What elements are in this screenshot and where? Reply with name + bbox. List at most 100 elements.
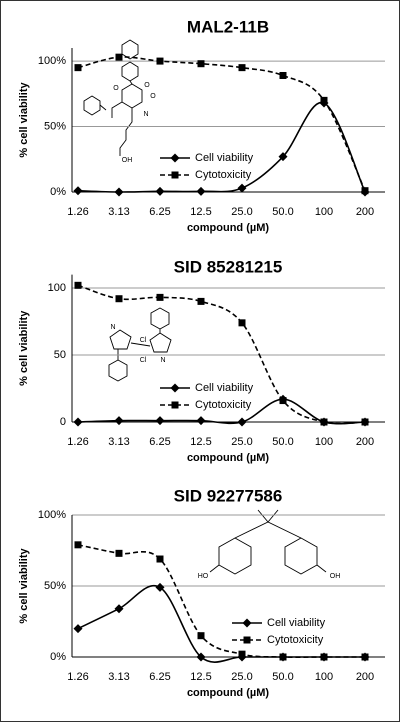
data-point	[114, 187, 124, 197]
data-point	[74, 281, 82, 289]
x-tick-label: 12.5	[190, 436, 211, 448]
x-tick-label: 25.0	[231, 671, 252, 683]
x-tick-label: 50.0	[272, 671, 293, 683]
y-tick-label: 100%	[38, 55, 66, 67]
data-point	[238, 650, 246, 658]
structure-label: OH	[122, 157, 133, 164]
structure-2	[108, 307, 172, 382]
data-point	[197, 297, 205, 305]
data-point	[155, 582, 165, 592]
structure-label: O	[144, 82, 150, 89]
y-tick-label: 0%	[50, 186, 66, 198]
structure-1	[83, 39, 143, 156]
x-tick-label: 1.26	[67, 671, 88, 683]
data-point	[279, 653, 287, 661]
data-point	[196, 416, 206, 426]
data-point	[156, 555, 164, 563]
x-axis-title: compound (µM)	[187, 687, 269, 699]
chart-title: MAL2-11B	[187, 17, 269, 36]
data-point	[196, 652, 206, 662]
data-point	[155, 186, 165, 196]
legend-label: Cell viability	[195, 152, 254, 164]
x-tick-label: 12.5	[190, 671, 211, 683]
y-tick-label: 50%	[44, 120, 66, 132]
data-point	[115, 549, 123, 557]
data-point	[237, 417, 247, 427]
y-axis-title: % cell viability	[18, 82, 30, 158]
series-line	[77, 284, 366, 425]
data-point	[361, 418, 369, 426]
x-tick-label: 3.13	[108, 671, 129, 683]
data-point	[197, 632, 205, 640]
data-point	[155, 416, 165, 426]
structure-label: O	[113, 85, 119, 92]
data-point	[278, 152, 288, 162]
data-point	[156, 57, 164, 65]
x-tick-label: 50.0	[272, 436, 293, 448]
data-point	[74, 64, 82, 72]
x-tick-label: 100	[315, 436, 333, 448]
y-axis-title: % cell viability	[18, 548, 30, 624]
data-point	[238, 319, 246, 327]
legend-marker	[171, 171, 179, 179]
y-tick-label: 0	[60, 416, 66, 428]
structure-label: Cl	[140, 357, 147, 364]
data-point	[114, 416, 124, 426]
legend-label: Cell viability	[267, 617, 326, 629]
x-tick-label: 12.5	[190, 206, 211, 218]
data-point	[114, 604, 124, 614]
data-point	[361, 187, 369, 195]
structure-label: HO	[198, 573, 209, 580]
data-point	[279, 71, 287, 79]
structure-3	[209, 509, 327, 575]
x-tick-label: 6.25	[149, 671, 170, 683]
legend-label: Cytotoxicity	[267, 634, 324, 646]
y-tick-label: 50%	[44, 580, 66, 592]
data-point	[238, 64, 246, 72]
data-point	[361, 653, 369, 661]
data-point	[73, 186, 83, 196]
data-point	[320, 418, 328, 426]
y-axis-title: % cell viability	[18, 310, 30, 386]
y-tick-label: 50	[54, 349, 66, 361]
chart-title: SID 85281215	[174, 257, 283, 276]
structure-label: N	[160, 357, 165, 364]
legend-label: Cell viability	[195, 382, 254, 394]
data-point	[73, 624, 83, 634]
legend-label: Cytotoxicity	[195, 169, 252, 181]
x-tick-label: 1.26	[67, 436, 88, 448]
x-tick-label: 6.25	[149, 436, 170, 448]
data-point	[197, 60, 205, 68]
data-point	[320, 653, 328, 661]
x-tick-label: 50.0	[272, 206, 293, 218]
legend-marker	[170, 153, 180, 163]
data-point	[115, 295, 123, 303]
structure-label: O	[150, 93, 156, 100]
legend-marker	[243, 636, 251, 644]
x-tick-label: 25.0	[231, 206, 252, 218]
structure-label: N	[110, 324, 115, 331]
x-tick-label: 200	[356, 436, 374, 448]
structure-label: OH	[330, 573, 341, 580]
y-tick-label: 0%	[50, 651, 66, 663]
structure-label: N	[143, 111, 148, 118]
data-point	[279, 397, 287, 405]
data-point	[115, 53, 123, 61]
chart-title: SID 92277586	[174, 486, 283, 505]
data-point	[237, 183, 247, 193]
legend-label: Cytotoxicity	[195, 399, 252, 411]
data-point	[156, 293, 164, 301]
x-axis-title: compound (µM)	[187, 452, 269, 464]
y-tick-label: 100%	[38, 509, 66, 521]
series-line	[77, 584, 365, 663]
x-tick-label: 200	[356, 206, 374, 218]
legend-marker	[171, 401, 179, 409]
y-tick-label: 100	[48, 282, 66, 294]
x-tick-label: 3.13	[108, 436, 129, 448]
x-tick-label: 3.13	[108, 206, 129, 218]
x-tick-label: 6.25	[149, 206, 170, 218]
x-axis-title: compound (µM)	[187, 222, 269, 234]
x-tick-label: 100	[315, 206, 333, 218]
